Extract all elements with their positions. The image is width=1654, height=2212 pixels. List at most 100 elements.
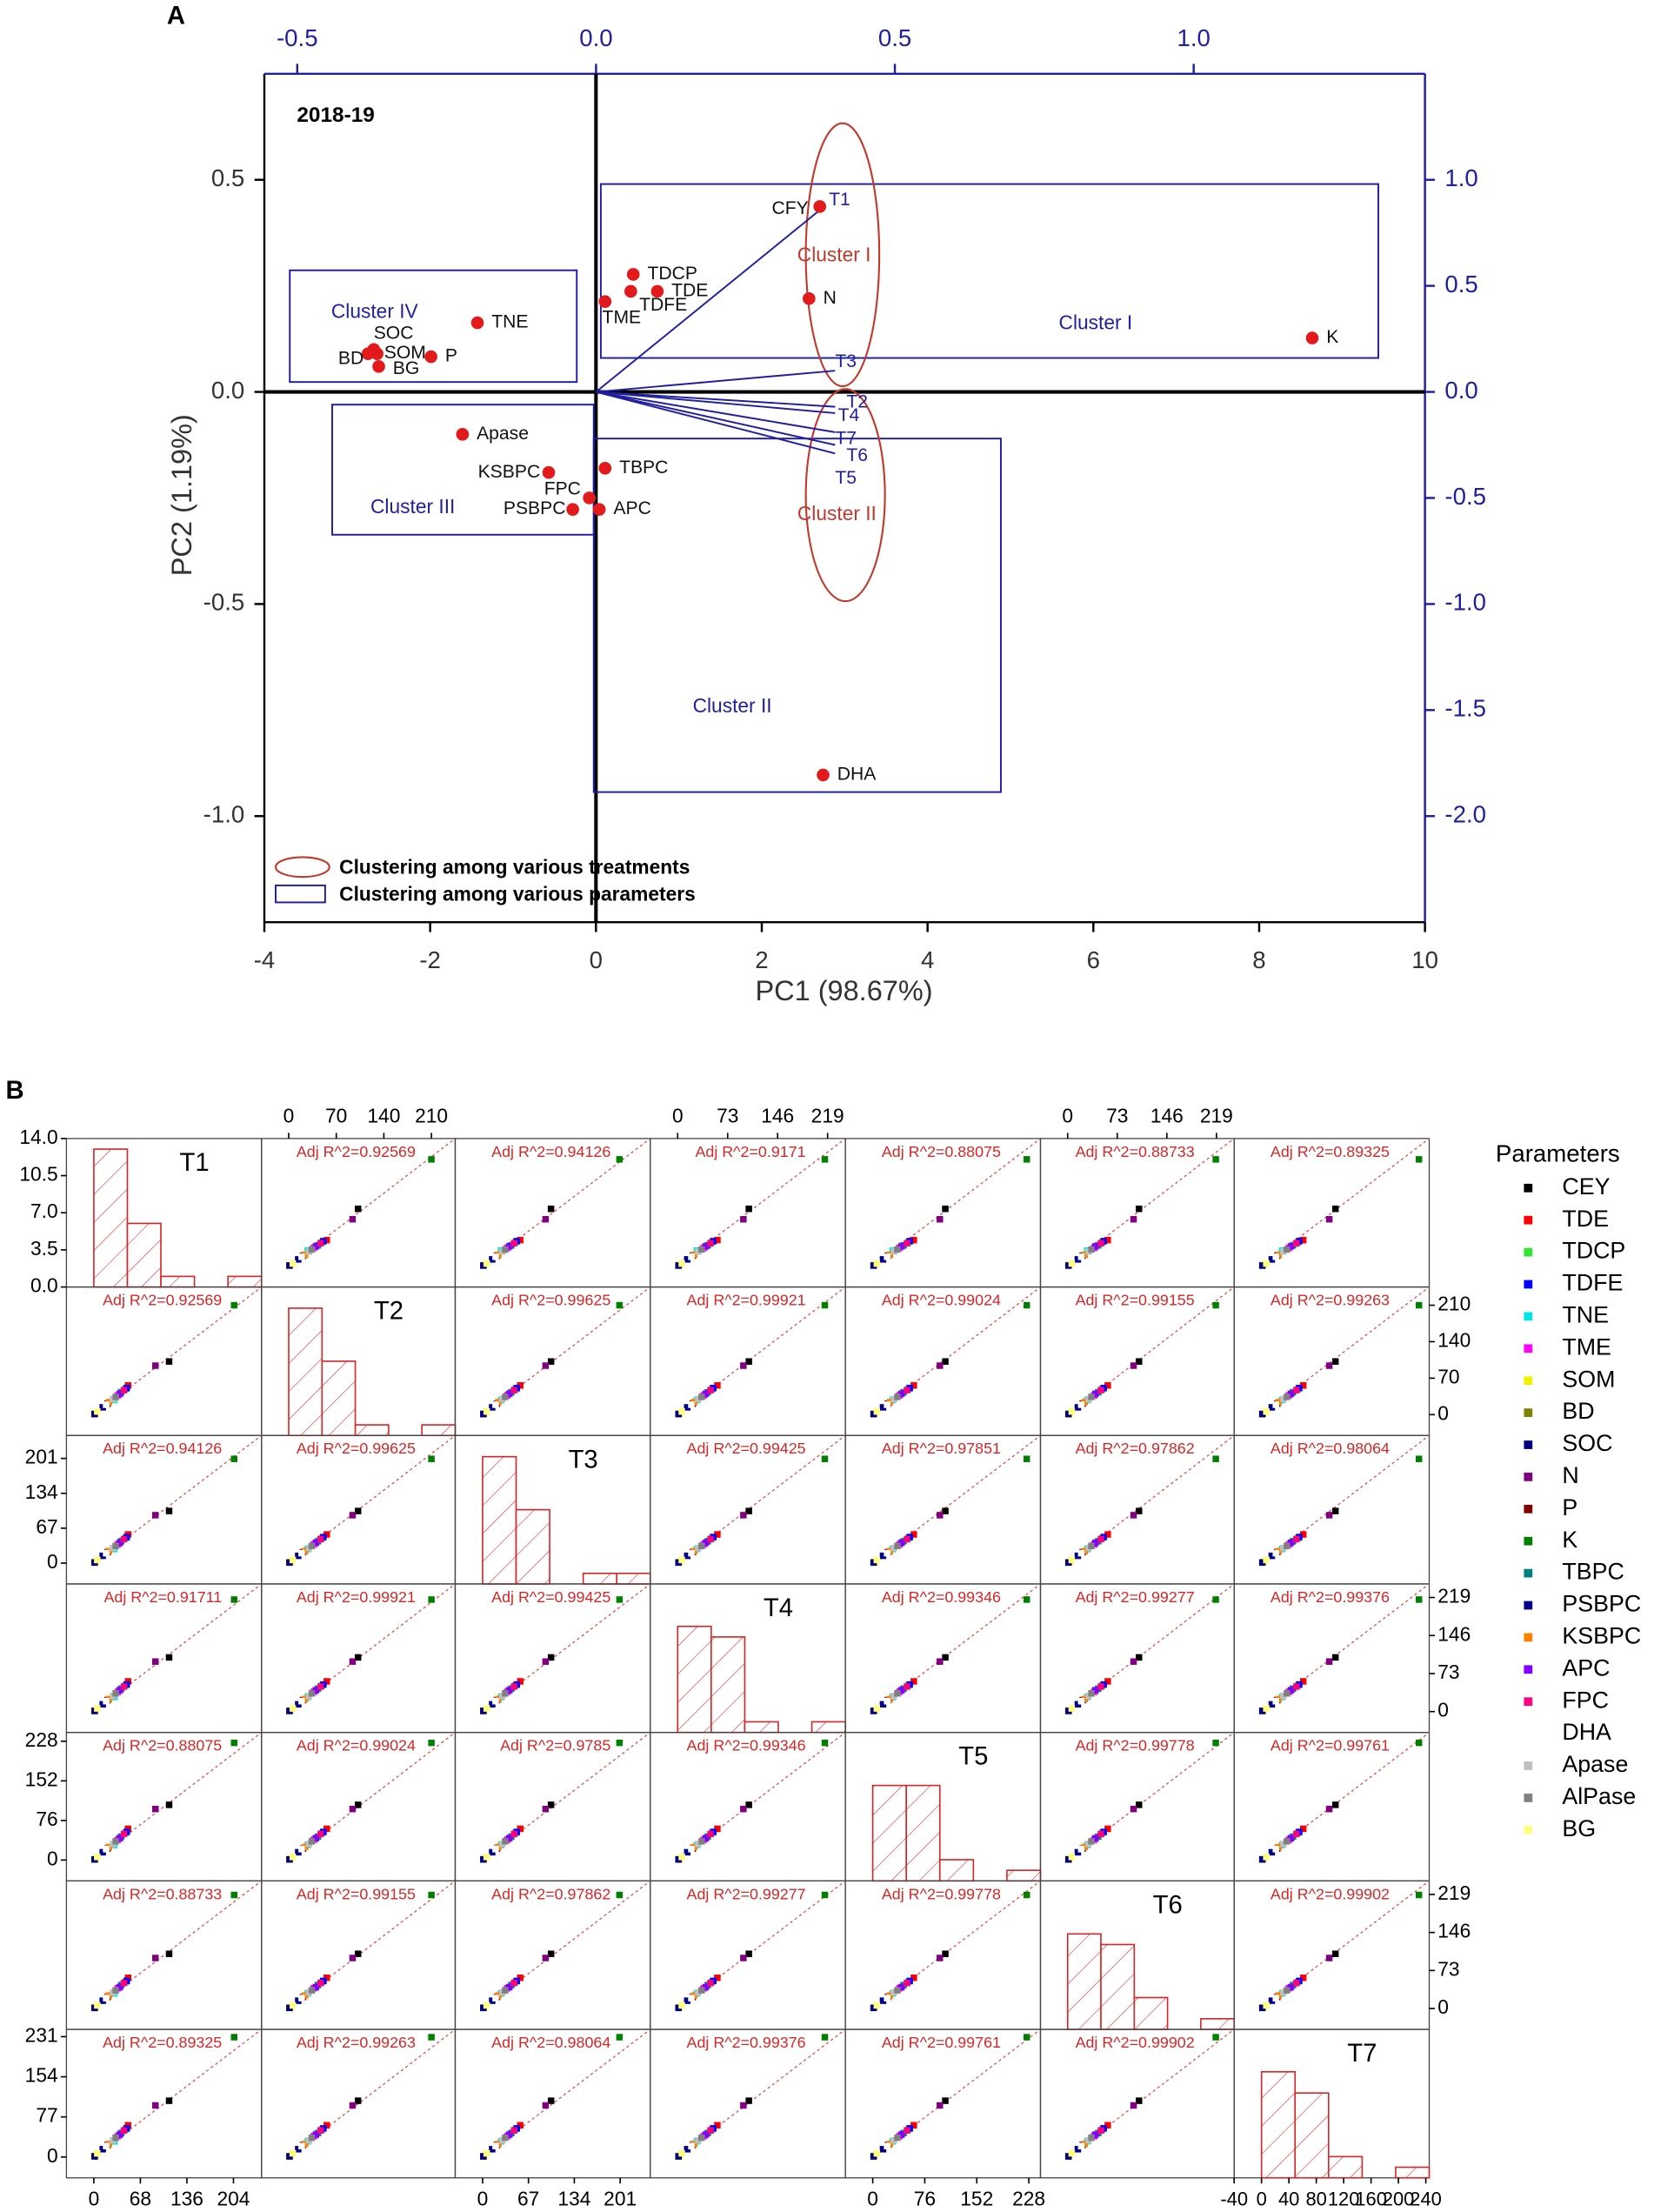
- point: [323, 1531, 330, 1538]
- y-tick-label: 0: [47, 1550, 58, 1573]
- legend-marker: [1524, 1729, 1533, 1738]
- point: [1331, 1950, 1339, 1957]
- point: [1081, 1843, 1089, 1851]
- point: [302, 1547, 309, 1554]
- point: [803, 291, 816, 305]
- x-tick-label: 40: [1278, 2189, 1299, 2210]
- point: [1268, 1404, 1276, 1411]
- point: [1258, 1410, 1266, 1418]
- point: [695, 1248, 702, 1255]
- y-tick-label: -1.0: [203, 801, 245, 828]
- point: [505, 1983, 513, 1991]
- point: [1280, 1692, 1287, 1700]
- point: [1299, 1825, 1307, 1833]
- point: [1077, 1253, 1085, 1260]
- point: [354, 1507, 362, 1514]
- y-tick-label: 134: [25, 1480, 58, 1503]
- cluster-label: Cluster I: [1059, 311, 1133, 334]
- point: [298, 1995, 305, 2001]
- point: [112, 1393, 119, 1400]
- point: [1325, 1512, 1333, 1519]
- point: [1331, 1801, 1339, 1808]
- point: [94, 1556, 101, 1564]
- point: [873, 2001, 881, 2009]
- point: [1212, 2034, 1219, 2041]
- point: [302, 1251, 309, 1259]
- point: [937, 2102, 944, 2109]
- point: [714, 1825, 721, 1833]
- point: [103, 1401, 110, 1408]
- point: [112, 2134, 119, 2142]
- legend-label: KSBPC: [1562, 1622, 1641, 1648]
- y-tick-label: 3.5: [30, 1237, 58, 1260]
- histogram-bar: [905, 1784, 941, 1882]
- y-tick-label: 231: [25, 2023, 58, 2046]
- legend-marker: [1524, 1568, 1533, 1578]
- point: [702, 2131, 710, 2138]
- y-tick-label: 0.0: [30, 1274, 58, 1297]
- histogram-bar: [421, 1424, 457, 1437]
- point: [873, 1260, 881, 1267]
- point: [289, 1260, 297, 1267]
- histogram-bar: [227, 1275, 263, 1288]
- point: [1325, 1362, 1333, 1369]
- point: [120, 1980, 128, 1987]
- point: [684, 1552, 691, 1560]
- point: [1287, 1390, 1295, 1398]
- point: [483, 2001, 490, 2009]
- point: [1023, 1891, 1030, 1899]
- point: [349, 2102, 357, 2109]
- point: [547, 1358, 555, 1365]
- r2-label: Adj R^2=0.99778: [882, 1885, 1001, 1902]
- point: [714, 2122, 721, 2128]
- point: [1077, 2142, 1085, 2149]
- point: [942, 1358, 949, 1365]
- point: [295, 2146, 302, 2153]
- point: [424, 350, 437, 364]
- point: [502, 1838, 509, 1845]
- point: [1284, 1690, 1291, 1697]
- histogram-bar: [160, 1275, 196, 1288]
- histogram-bar: [1006, 1869, 1042, 1882]
- point: [1299, 1236, 1307, 1244]
- point: [879, 1997, 887, 2004]
- point: [707, 1830, 714, 1838]
- r2-label: Adj R^2=0.99346: [687, 1737, 806, 1754]
- point: [1136, 1358, 1143, 1365]
- point: [1023, 2034, 1030, 2041]
- point: [1325, 1658, 1333, 1665]
- point: [286, 2153, 293, 2160]
- point: [286, 1559, 293, 1567]
- point: [94, 1705, 101, 1712]
- point: [1064, 1707, 1072, 1714]
- point: [1331, 1358, 1339, 1365]
- point: [890, 1248, 897, 1255]
- legend-marker: [1524, 1504, 1533, 1514]
- point-label: TDCP: [647, 264, 697, 284]
- point-label: BD: [338, 349, 363, 369]
- legend-label: K: [1562, 1527, 1577, 1553]
- x-tick-label: 0: [1062, 1105, 1073, 1127]
- r2-label: Adj R^2=0.99277: [1076, 1588, 1195, 1606]
- legend-marker: [1524, 1633, 1533, 1642]
- x2-tick-label: 0.0: [579, 24, 612, 51]
- histogram-bar: [1395, 2166, 1431, 2179]
- point: [1212, 1596, 1219, 1603]
- point: [598, 295, 612, 308]
- histogram-bar: [582, 1572, 618, 1585]
- point: [1092, 2131, 1099, 2138]
- x-tick-label: 120: [1328, 2189, 1360, 2210]
- point: [707, 2127, 714, 2134]
- point: [547, 1654, 555, 1661]
- point: [542, 1955, 550, 1961]
- point: [517, 1975, 524, 1981]
- point: [695, 1544, 702, 1552]
- point: [740, 1805, 747, 1813]
- point: [517, 1825, 524, 1833]
- legend-marker: [1524, 1536, 1533, 1546]
- point: [295, 1701, 302, 1708]
- point: [480, 1410, 487, 1418]
- point: [492, 1995, 499, 2001]
- legend-marker: [1524, 1697, 1533, 1707]
